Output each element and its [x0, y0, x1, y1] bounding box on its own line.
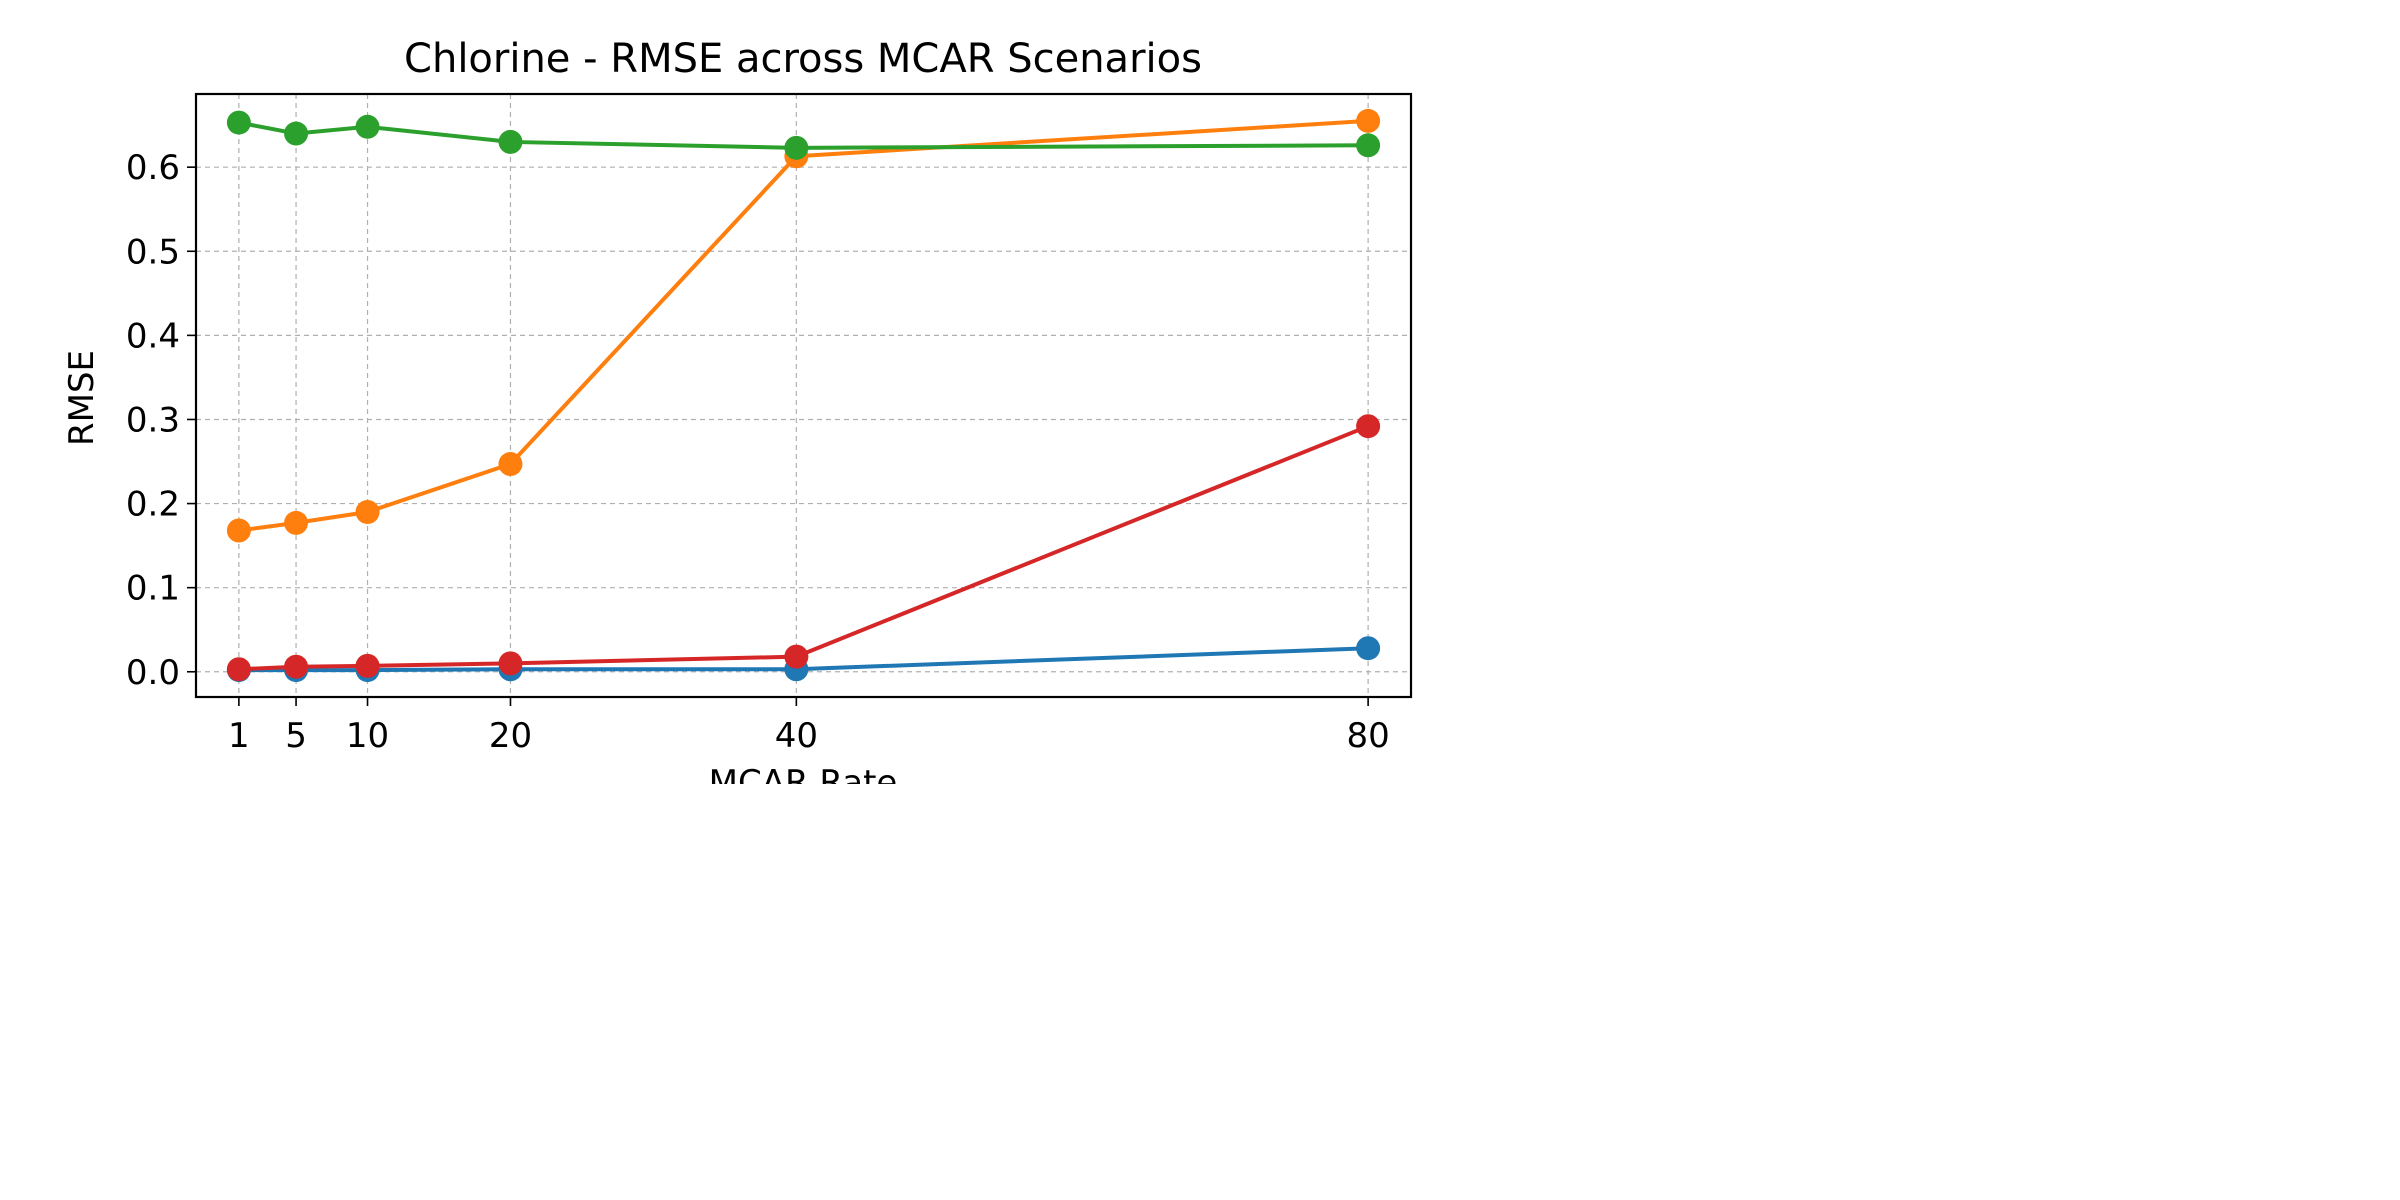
y-tick-label: 0.5	[126, 232, 180, 272]
plot-frame	[194, 92, 1413, 699]
x-tick-label: 20	[489, 716, 532, 756]
data-point	[1356, 414, 1381, 439]
y-tick-label: 0.3	[126, 400, 180, 440]
data-point	[498, 452, 523, 477]
data-point	[226, 110, 251, 135]
data-point	[1356, 108, 1381, 133]
chart-title: Chlorine - RMSE across MCAR Scenarios	[404, 36, 1202, 82]
x-tick-label: 10	[346, 716, 389, 756]
series-layer	[226, 108, 1381, 683]
data-point	[284, 121, 309, 146]
y-axis-label: RMSE	[62, 350, 102, 446]
series-line	[236, 424, 1371, 672]
y-tick-label: 0.4	[126, 316, 180, 356]
data-point	[284, 510, 309, 535]
series-3	[226, 110, 1381, 160]
tick-layer: 1 5 10 20 40 80 0.0 0.1 0.2 0.3 0.4 0.5 0.6	[126, 148, 1390, 756]
series-4	[226, 414, 1381, 682]
data-point	[1356, 133, 1381, 158]
grid-layer	[196, 94, 1411, 697]
y-tick-label: 0.1	[126, 569, 180, 609]
data-point	[784, 135, 809, 160]
y-tick-label: 0.2	[126, 485, 180, 525]
data-point	[498, 651, 523, 676]
x-axis-label: MCAR Rate	[709, 763, 898, 784]
y-tick-label: 0.6	[126, 148, 180, 188]
data-point	[226, 657, 251, 682]
data-point	[355, 653, 380, 678]
y-tick-label: 0.0	[126, 653, 180, 693]
x-tick-label: 5	[285, 716, 307, 756]
data-point	[355, 114, 380, 139]
data-point	[226, 518, 251, 543]
data-point	[284, 654, 309, 679]
x-tick-label: 1	[228, 716, 250, 756]
x-tick-label: 80	[1346, 716, 1389, 756]
data-point	[498, 129, 523, 154]
x-tick-label: 40	[775, 716, 818, 756]
data-point	[355, 499, 380, 524]
data-point	[784, 644, 809, 669]
series-line	[236, 118, 1371, 533]
series-2	[226, 108, 1381, 543]
data-point	[1356, 636, 1381, 661]
